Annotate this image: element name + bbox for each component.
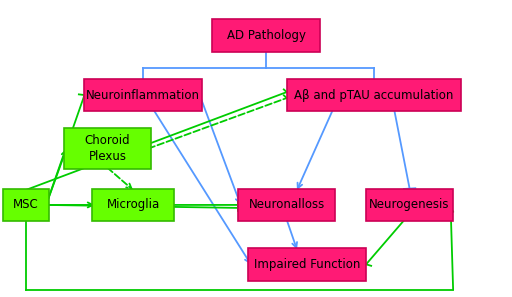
FancyBboxPatch shape bbox=[64, 128, 151, 169]
FancyBboxPatch shape bbox=[3, 189, 49, 221]
Text: Aβ and pTAU accumulation: Aβ and pTAU accumulation bbox=[294, 89, 454, 102]
Text: Neuronalloss: Neuronalloss bbox=[249, 198, 325, 211]
FancyBboxPatch shape bbox=[212, 19, 320, 52]
FancyBboxPatch shape bbox=[366, 189, 453, 221]
FancyBboxPatch shape bbox=[238, 189, 335, 221]
Text: Impaired Function: Impaired Function bbox=[254, 258, 360, 271]
FancyBboxPatch shape bbox=[92, 189, 174, 221]
Text: Choroid
Plexus: Choroid Plexus bbox=[84, 135, 131, 162]
Text: Microglia: Microglia bbox=[106, 198, 160, 211]
Text: Neurogenesis: Neurogenesis bbox=[369, 198, 450, 211]
Text: AD Pathology: AD Pathology bbox=[227, 29, 306, 42]
FancyBboxPatch shape bbox=[287, 79, 461, 111]
Text: MSC: MSC bbox=[13, 198, 38, 211]
FancyBboxPatch shape bbox=[248, 248, 366, 281]
Text: Neuroinflammation: Neuroinflammation bbox=[87, 89, 200, 102]
FancyBboxPatch shape bbox=[84, 79, 202, 111]
